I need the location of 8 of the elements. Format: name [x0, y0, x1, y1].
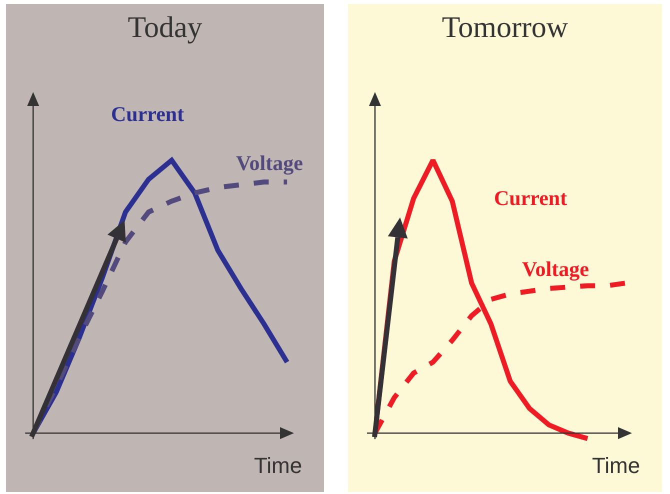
series-label: Voltage: [522, 257, 589, 281]
x-axis-title: Time: [592, 453, 640, 478]
chart-title: Tomorrow: [442, 11, 568, 44]
series-label: Current: [494, 186, 568, 210]
series-label: Voltage: [236, 151, 303, 175]
chart-title: Today: [128, 11, 202, 44]
series-label: Current: [111, 102, 184, 126]
x-axis-title: Time: [254, 453, 302, 478]
